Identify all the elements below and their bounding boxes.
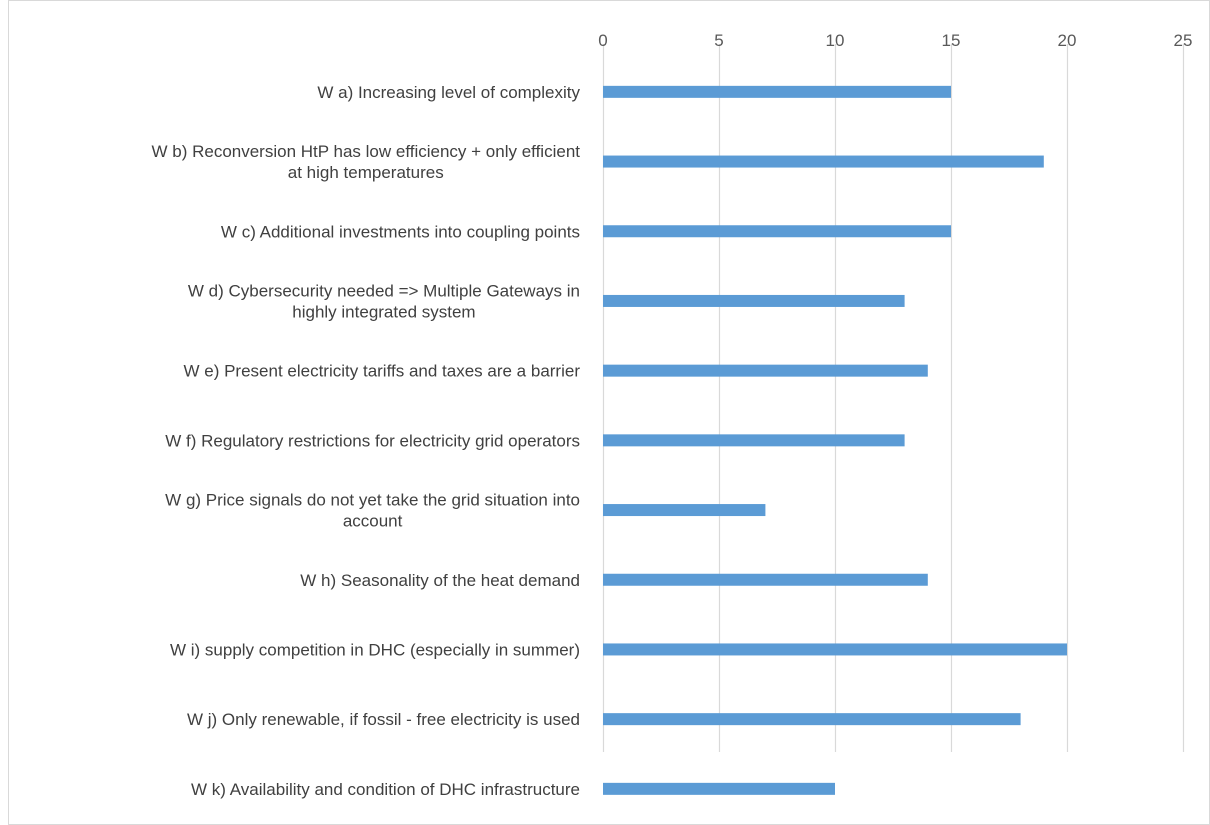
x-tick-label: 5 xyxy=(714,31,723,50)
bar xyxy=(603,782,835,795)
chart-border xyxy=(8,0,1210,825)
x-tick-label: 25 xyxy=(1174,31,1193,50)
bar xyxy=(603,155,1044,168)
category-label: W a) Increasing level of complexity xyxy=(317,83,580,102)
x-tick-label: 10 xyxy=(826,31,845,50)
bar xyxy=(603,573,928,586)
x-tick-label: 0 xyxy=(598,31,607,50)
bar xyxy=(603,364,928,377)
category-label: W g) Price signals do not yet take the g… xyxy=(165,491,580,531)
x-tick-label: 15 xyxy=(942,31,961,50)
bar xyxy=(603,643,1067,656)
bars xyxy=(603,85,1067,795)
category-label: W j) Only renewable, if fossil - free el… xyxy=(187,710,580,729)
category-label: W d) Cybersecurity needed => Multiple Ga… xyxy=(188,281,580,321)
bar xyxy=(603,713,1021,726)
category-label: W f) Regulatory restrictions for electri… xyxy=(165,431,580,450)
category-label: W b) Reconversion HtP has low efficiency… xyxy=(151,142,580,182)
x-axis-ticks: 0 5 10 15 20 25 xyxy=(598,31,1192,50)
x-tick-label: 20 xyxy=(1058,31,1077,50)
category-label: W e) Present electricity tariffs and tax… xyxy=(183,362,580,381)
category-label: W c) Additional investments into couplin… xyxy=(221,222,580,241)
bar xyxy=(603,504,766,517)
category-label: W h) Seasonality of the heat demand xyxy=(300,571,580,590)
bar xyxy=(603,294,905,307)
bar xyxy=(603,434,905,447)
category-labels: W a) Increasing level of complexity W b) … xyxy=(151,83,580,799)
bar xyxy=(603,225,951,238)
bar xyxy=(603,85,951,98)
category-label: W k) Availability and condition of DHC i… xyxy=(191,780,580,799)
category-label: W i) supply competition in DHC (especial… xyxy=(170,640,580,659)
